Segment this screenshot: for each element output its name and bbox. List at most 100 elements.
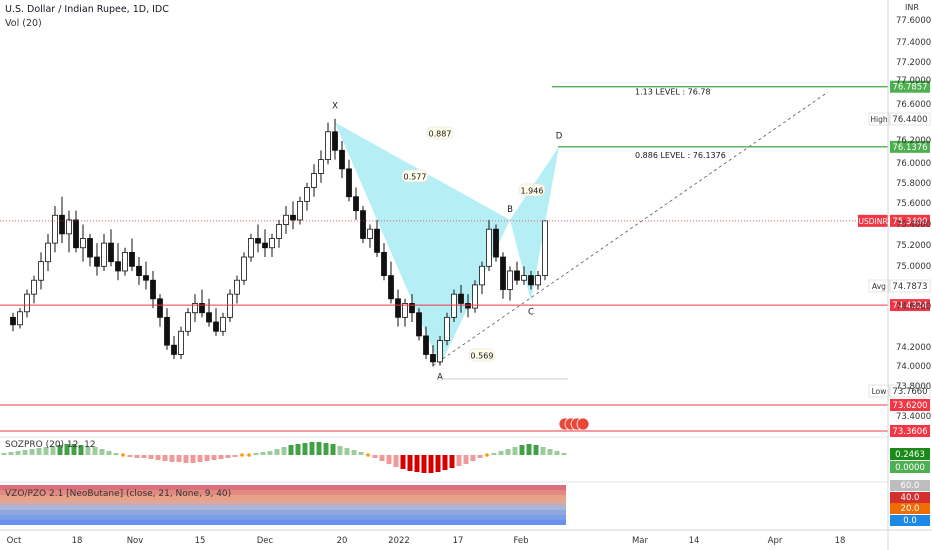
candle-down (423, 335, 429, 355)
candle-up (437, 340, 443, 363)
candle (402, 298, 408, 327)
price-tick-label: 76.2000 (896, 136, 931, 146)
soz-bar (449, 455, 455, 468)
vzo-band (0, 490, 566, 495)
vzo-tick-badge (890, 480, 930, 491)
soz-bar (533, 445, 539, 455)
candle-down (108, 242, 114, 263)
candle (234, 275, 240, 304)
candle (381, 243, 387, 281)
candle (24, 289, 30, 318)
soz-bar (428, 455, 434, 473)
vzo-tick-badge (890, 515, 930, 526)
soz-bar (288, 445, 294, 455)
soz-bar (414, 455, 420, 472)
candle (178, 326, 184, 360)
candle (248, 233, 254, 262)
soz-bar (316, 442, 322, 455)
candle-up (248, 238, 254, 258)
price-tick-label: 75.2000 (896, 241, 931, 251)
soz-bar (400, 455, 406, 469)
soz-bar (344, 448, 350, 455)
pattern-point-label: D (556, 132, 563, 142)
soz-bar (260, 452, 266, 455)
vzo-band (0, 520, 566, 525)
price-tick-label: 75.0000 (896, 262, 931, 272)
candle (465, 294, 471, 318)
time-tick-label: 17 (453, 536, 464, 546)
stat-badge-text: 73.7660 (892, 387, 927, 397)
soz-bar (491, 453, 497, 455)
stat-tag-text: Avg (872, 282, 886, 291)
soz-bar (78, 445, 84, 455)
candle (80, 224, 86, 262)
soz-histogram: 0.2463 0.0000 (1, 442, 930, 473)
candle (157, 294, 163, 327)
candle (430, 345, 436, 367)
time-axis: Oct 18 Nov 15 Dec 20 2022 17 Feb Mar 14 Apr 18 (7, 536, 846, 546)
pattern-point-label: C (528, 308, 534, 318)
trend-line (432, 91, 829, 366)
price-tick-label: 74.6000 (896, 302, 931, 312)
candle-up (325, 131, 331, 161)
soz-indicator-label[interactable]: SOZPRO (20) 12, 12 (5, 440, 96, 450)
price-tick-label: 77.6000 (896, 16, 931, 26)
candle-up (402, 303, 408, 318)
candle (346, 159, 352, 202)
soz-value2-badge (890, 461, 930, 473)
support-badge (890, 299, 930, 312)
candle-down (465, 303, 471, 309)
candle-down (528, 275, 534, 286)
stat-tag (868, 384, 890, 398)
candle-down (332, 131, 338, 151)
soz-dot (121, 453, 125, 457)
soz-bar (379, 455, 385, 461)
candle-up (542, 220, 548, 276)
usdinr-badge (890, 214, 930, 227)
candle-up (192, 303, 198, 314)
candle-up (227, 293, 233, 318)
candle (486, 219, 492, 271)
candle-up (38, 261, 44, 281)
candle-up (472, 284, 478, 309)
candle (500, 252, 506, 299)
candle-up (101, 242, 107, 267)
vzo-indicator-label[interactable]: VZO/PZO 2.1 [NeoButane] (close, 21, None… (5, 489, 232, 499)
candle (423, 326, 429, 360)
soz-bar (211, 455, 217, 460)
soz-bar (477, 455, 483, 458)
soz-bar (281, 447, 287, 455)
candle-down (381, 251, 387, 276)
candle (241, 252, 247, 285)
price-tick-label: 77.0000 (896, 76, 931, 86)
price-axis: 77.6000 77.4000 77.2000 77.0000 76.6000 76.20… (887, 0, 931, 550)
candle (311, 164, 317, 197)
soz-bar (519, 445, 525, 455)
time-tick-label: Apr (768, 536, 783, 546)
soz-bar (204, 455, 210, 461)
soz-bar (232, 455, 238, 457)
vzo-band (0, 505, 566, 510)
candle-down (458, 293, 464, 304)
soz-bar (8, 452, 14, 455)
ratio-badge (468, 348, 496, 362)
soz-bar (183, 455, 189, 463)
soz-bar (512, 447, 518, 455)
candle (66, 210, 72, 253)
candle (283, 206, 289, 234)
pattern-point-label: A (437, 373, 443, 383)
soz-bar (463, 455, 469, 464)
candle-down (73, 219, 79, 249)
candle-up (367, 228, 373, 239)
candle (479, 261, 485, 295)
candle (318, 150, 324, 183)
candle (122, 247, 128, 276)
candle-down (206, 312, 212, 323)
candle-up (521, 275, 527, 281)
candle-up (283, 214, 289, 225)
soz-bar (64, 444, 70, 455)
candle-up (241, 256, 247, 281)
soz-bar (148, 455, 154, 459)
soz-bar (456, 455, 462, 466)
